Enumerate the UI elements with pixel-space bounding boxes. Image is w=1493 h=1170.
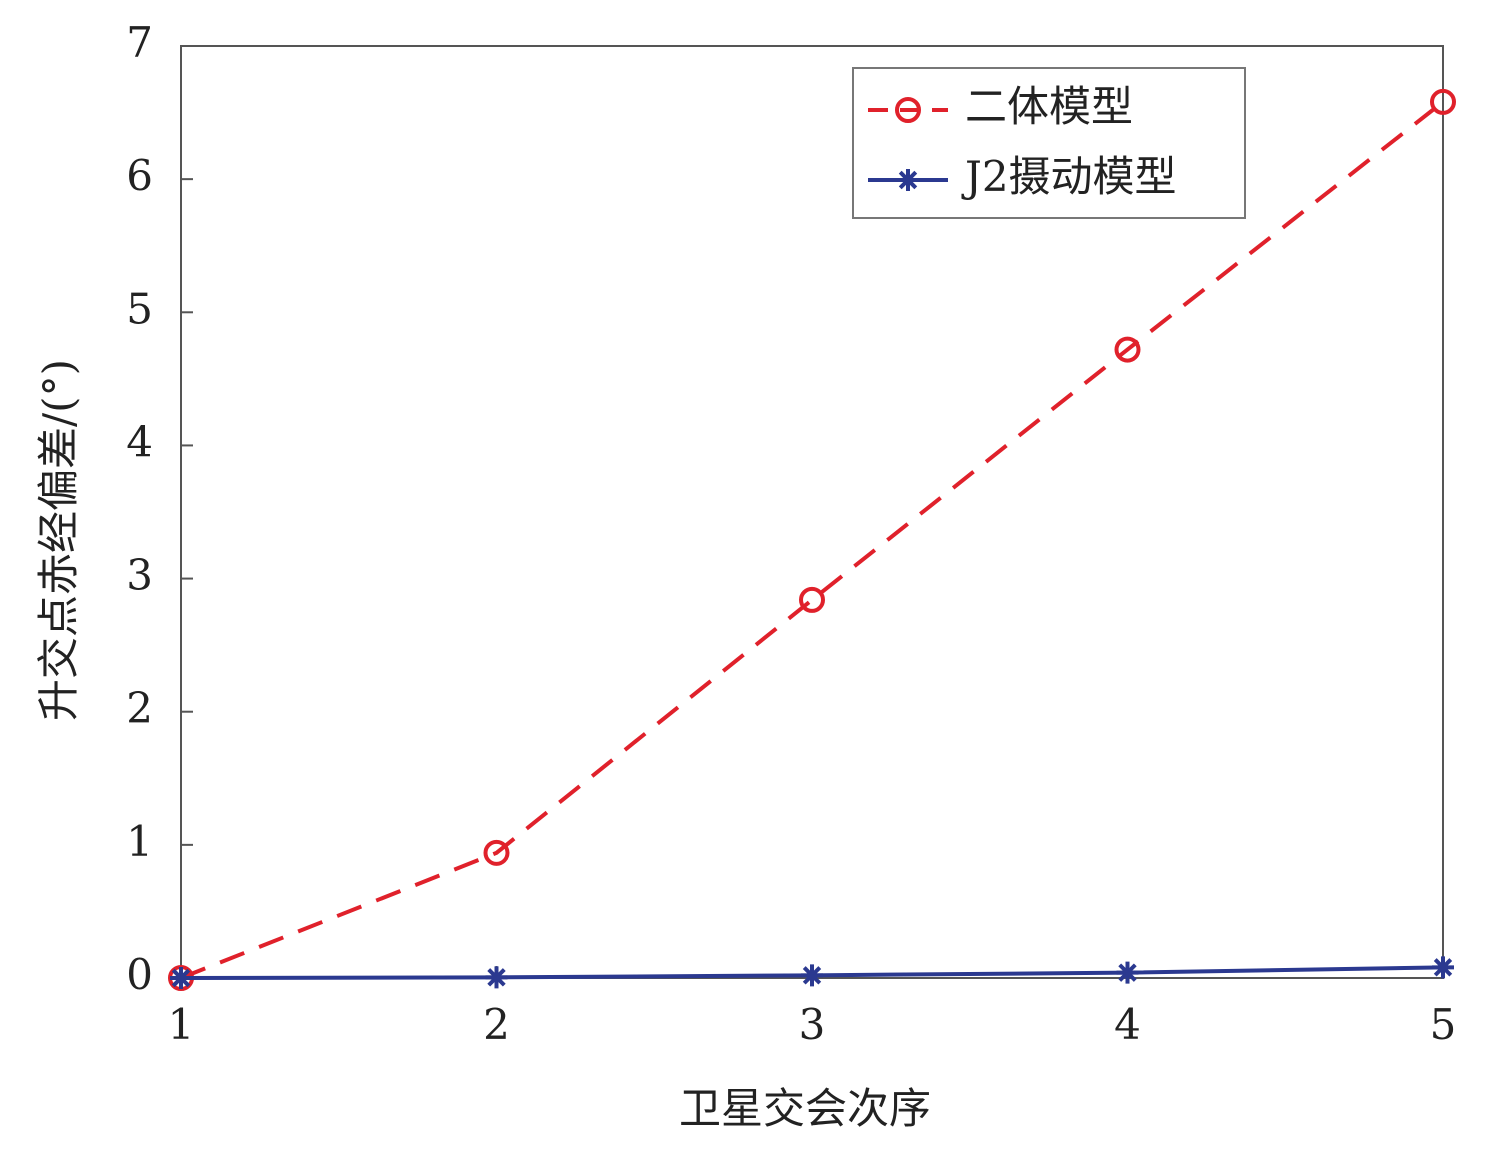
x-tick-label: 1: [168, 1000, 195, 1049]
x-tick-label: 3: [799, 1000, 826, 1049]
y-axis-label: 升交点赤经偏差/(°): [34, 359, 83, 721]
y-tick-label: 1: [126, 817, 153, 866]
legend-label: 二体模型: [965, 82, 1133, 131]
x-tick-label: 4: [1114, 1000, 1141, 1049]
marker: [799, 586, 825, 613]
legend-marker: [897, 169, 919, 191]
plot-frame: [180, 45, 1444, 979]
y-tick-label: 0: [126, 950, 153, 999]
series-line: [180, 100, 1445, 980]
legend-marker: [895, 97, 921, 123]
marker: [1114, 336, 1141, 363]
marker: [483, 839, 510, 866]
y-tick-label: 7: [126, 18, 153, 67]
marker: [485, 966, 508, 989]
marker: [170, 967, 192, 989]
marker: [1432, 956, 1454, 979]
y-tick-label: 5: [126, 284, 153, 333]
legend-label: J2摄动模型: [961, 152, 1177, 201]
marker: [1116, 961, 1139, 984]
marker: [801, 964, 823, 987]
y-tick-label: 3: [126, 551, 153, 600]
legend-box: [852, 67, 1246, 219]
x-tick-label: 5: [1430, 1000, 1457, 1049]
y-tick-label: 2: [126, 684, 153, 733]
y-tick-label: 6: [126, 151, 153, 200]
marker: [1430, 88, 1456, 115]
y-tick-label: 4: [126, 417, 153, 466]
x-axis-label: 卫星交会次序: [679, 1084, 931, 1133]
x-tick-label: 2: [483, 1000, 510, 1049]
